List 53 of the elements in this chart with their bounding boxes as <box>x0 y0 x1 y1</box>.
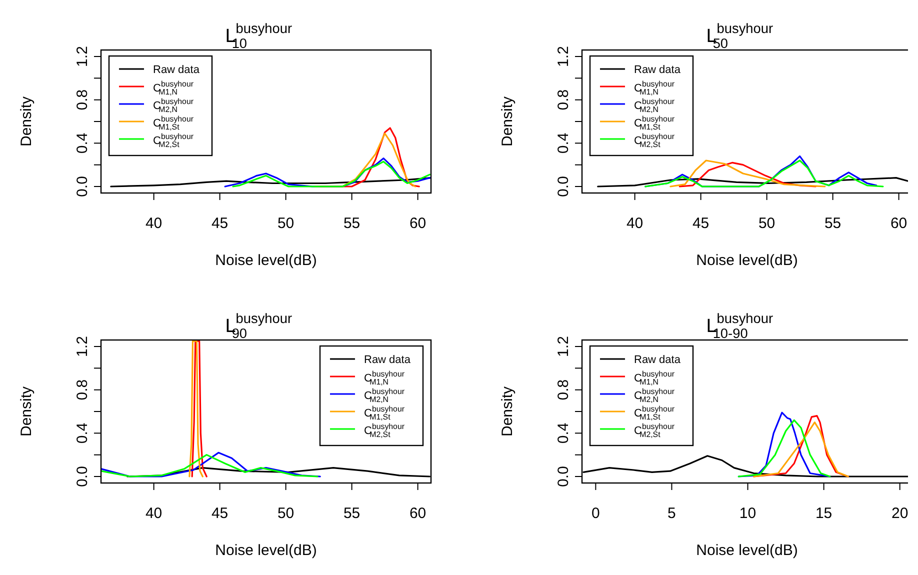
x-tick-label: 0 <box>592 505 600 522</box>
y-tick-label: 1.2 <box>555 46 572 67</box>
x-tick-label: 55 <box>343 215 360 232</box>
legend-label: Raw data <box>634 64 682 76</box>
y-tick-label: 0.8 <box>74 379 91 400</box>
legend-label: Raw data <box>153 64 200 76</box>
line-series <box>191 340 208 478</box>
line-series <box>670 160 826 188</box>
y-tick-label: 0.4 <box>74 422 91 444</box>
x-tick-label: 40 <box>145 505 162 522</box>
y-axis-title: Density <box>18 386 35 437</box>
y-tick-label: 0.8 <box>555 89 572 110</box>
y-tick-label: 1.2 <box>555 336 572 357</box>
x-tick-label: 50 <box>758 215 776 232</box>
x-tick-label: 50 <box>277 505 294 522</box>
x-tick-label: 15 <box>815 505 832 522</box>
x-axis-title: Noise level(dB) <box>696 542 798 559</box>
x-tick-label: 45 <box>211 215 228 232</box>
x-axis-title: Noise level(dB) <box>215 542 317 559</box>
y-tick-label: 0.4 <box>74 132 91 154</box>
legend-label: Raw data <box>634 354 682 366</box>
x-tick-label: 50 <box>277 215 294 232</box>
y-tick-label: 0.0 <box>74 466 91 487</box>
y-tick-label: 0.8 <box>555 379 572 400</box>
y-tick-label: 0.0 <box>555 176 572 197</box>
x-axis-title: Noise level(dB) <box>215 252 317 269</box>
legend-label: Raw data <box>364 354 412 366</box>
y-tick-label: 0.4 <box>555 132 572 154</box>
x-tick-label: 60 <box>409 215 426 232</box>
y-axis-title: Density <box>499 386 516 437</box>
y-tick-label: 0.0 <box>555 466 572 487</box>
y-tick-label: 0.4 <box>555 422 572 444</box>
line-series <box>678 162 816 188</box>
y-axis-title: Density <box>499 96 516 147</box>
y-tick-label: 1.2 <box>74 46 91 67</box>
y-tick-label: 1.2 <box>74 336 91 357</box>
x-tick-label: 5 <box>668 505 676 522</box>
y-tick-label: 0.0 <box>74 176 91 197</box>
x-tick-label: 55 <box>343 505 360 522</box>
x-tick-label: 20 <box>891 505 908 522</box>
x-tick-label: 10 <box>739 505 756 522</box>
x-tick-label: 55 <box>824 215 842 232</box>
x-tick-label: 40 <box>145 215 162 232</box>
x-tick-label: 60 <box>890 215 908 232</box>
x-tick-label: 45 <box>211 505 228 522</box>
line-series <box>188 340 204 478</box>
x-tick-label: 45 <box>692 215 710 232</box>
y-tick-label: 0.8 <box>74 89 91 110</box>
x-axis-title: Noise level(dB) <box>696 252 798 269</box>
x-tick-label: 40 <box>626 215 644 232</box>
line-series <box>644 160 884 188</box>
x-tick-label: 60 <box>409 505 426 522</box>
y-axis-title: Density <box>18 96 35 147</box>
